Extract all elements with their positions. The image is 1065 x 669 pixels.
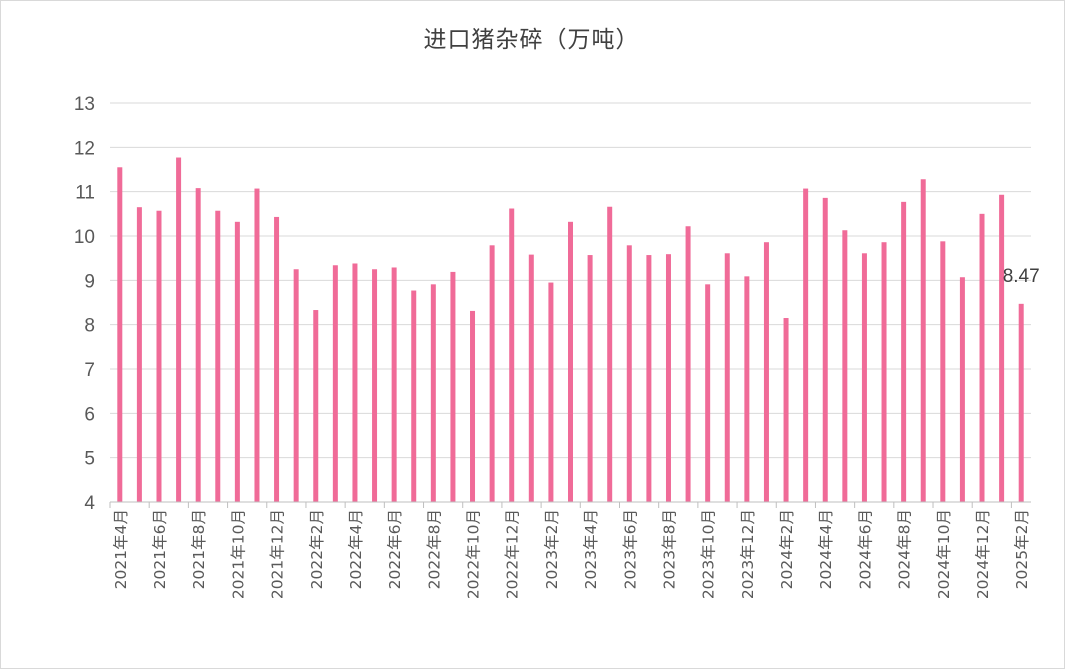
bar — [548, 282, 554, 502]
bar — [861, 253, 867, 502]
bar — [724, 253, 730, 502]
x-tick-label: 2021年6月 — [151, 509, 169, 589]
y-tick-label: 13 — [74, 94, 95, 115]
bar — [1018, 303, 1024, 502]
bar — [568, 221, 573, 502]
bar — [509, 208, 515, 502]
bar — [430, 284, 436, 502]
y-tick-label: 8 — [84, 316, 95, 337]
bar — [156, 210, 162, 503]
x-tick-label: 2023年8月 — [660, 509, 678, 589]
x-tick-label: 2023年2月 — [543, 509, 561, 589]
y-tick-label: 7 — [84, 360, 95, 381]
bar — [646, 255, 652, 502]
bar — [685, 226, 691, 502]
x-tick-label: 2022年12月 — [504, 509, 522, 599]
y-tick-label: 6 — [84, 404, 95, 425]
bar — [744, 276, 750, 502]
x-tick-label: 2021年12月 — [269, 509, 287, 599]
x-tick-label: 2024年8月 — [896, 509, 914, 589]
bar — [940, 241, 946, 502]
chart-title: 进口猪杂碎（万吨） — [423, 27, 640, 53]
x-tick-label: 2024年6月 — [856, 509, 874, 589]
bar — [391, 267, 397, 502]
bar — [528, 254, 534, 502]
x-axis — [109, 501, 1031, 508]
x-tick-label: 2024年10月 — [935, 509, 953, 599]
bar — [822, 197, 828, 502]
x-tick-label: 2022年6月 — [386, 509, 404, 589]
y-tick-label: 9 — [84, 271, 95, 292]
bar — [117, 167, 123, 503]
bar — [763, 242, 769, 502]
bar — [803, 188, 809, 502]
x-tick-label: 2022年10月 — [465, 509, 483, 599]
x-tick-label: 2023年12月 — [739, 509, 757, 599]
y-tick-label: 11 — [75, 183, 95, 204]
x-tick-label: 2021年10月 — [229, 509, 247, 599]
bar — [665, 254, 671, 502]
data-label: 8.47 — [1003, 266, 1040, 287]
bar — [352, 263, 358, 502]
x-tick-label: 2022年4月 — [347, 509, 365, 589]
x-tick-label: 2023年6月 — [621, 509, 639, 589]
x-tick-label: 2025年2月 — [1013, 509, 1031, 589]
bars — [117, 157, 1024, 503]
bar — [136, 207, 142, 502]
x-axis-ticks: 2021年4月 2021年6月 2021年8月 2021年10月 2021年12月 202… — [112, 509, 1031, 599]
y-tick-label: 10 — [74, 227, 95, 248]
bar — [293, 269, 299, 502]
bar — [234, 221, 240, 502]
bar — [901, 201, 907, 502]
bar — [489, 245, 495, 502]
bar — [372, 269, 378, 502]
bar — [274, 216, 280, 503]
bar — [313, 310, 319, 502]
bar — [587, 255, 593, 502]
bar — [979, 213, 985, 503]
x-tick-label: 2021年8月 — [190, 509, 208, 589]
bar — [254, 188, 260, 502]
bar — [450, 271, 456, 502]
bar — [999, 194, 1005, 502]
y-tick-label: 12 — [74, 138, 95, 159]
bar — [920, 179, 926, 502]
bar — [842, 230, 848, 502]
bar — [783, 318, 789, 502]
bar — [215, 210, 221, 503]
x-tick-label: 2023年10月 — [700, 509, 718, 599]
y-axis-ticks: 4 5 6 7 8 9 10 11 12 13 — [74, 94, 96, 514]
x-tick-label: 2021年4月 — [112, 509, 130, 589]
x-tick-label: 2024年4月 — [817, 509, 835, 589]
bar — [881, 242, 887, 502]
y-tick-label: 4 — [84, 493, 95, 514]
x-tick-label: 2024年12月 — [974, 509, 992, 599]
x-tick-label: 2022年2月 — [308, 509, 326, 589]
bar — [332, 265, 338, 502]
bar — [470, 310, 476, 502]
y-tick-label: 5 — [84, 449, 95, 470]
data-labels: 8.47 — [1003, 266, 1040, 287]
bar — [411, 290, 417, 502]
bar — [195, 188, 201, 502]
bar — [705, 284, 711, 502]
bar — [959, 277, 965, 502]
x-tick-label: 2024年2月 — [778, 509, 796, 589]
bar — [607, 206, 613, 503]
x-tick-label: 2022年8月 — [425, 509, 443, 589]
x-tick-label: 2023年4月 — [582, 509, 600, 589]
bar — [176, 157, 182, 502]
bar — [626, 245, 632, 502]
